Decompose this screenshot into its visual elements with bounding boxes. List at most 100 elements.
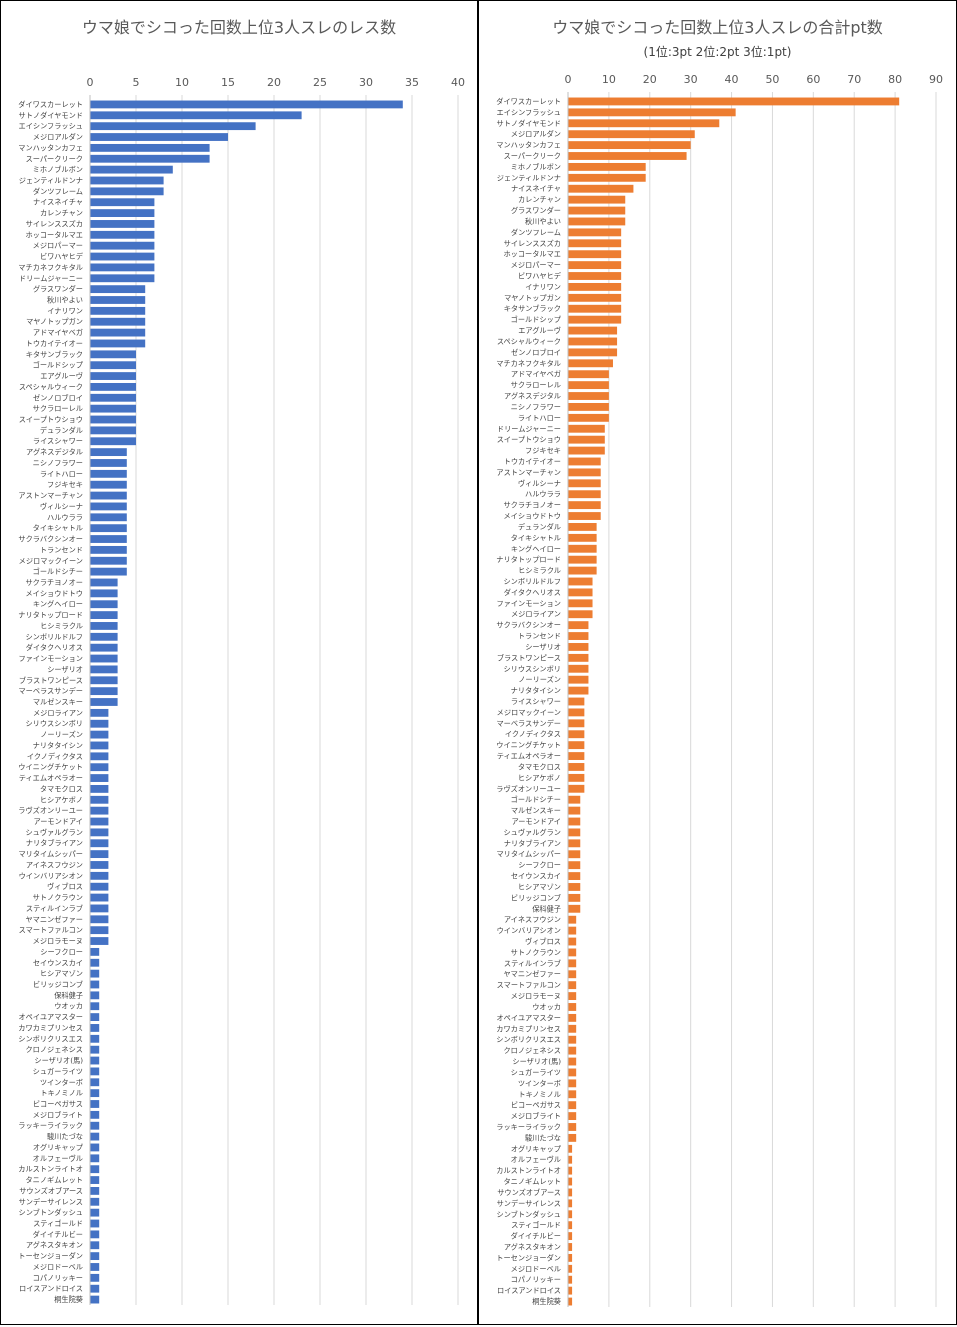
category-label: ラヴズオンリーユー: [18, 806, 83, 815]
bar: [568, 839, 581, 848]
category-label: タイキシャトル: [33, 524, 83, 533]
category-label: ビリッジコンブ: [33, 980, 83, 989]
bar: [90, 383, 136, 391]
left-chart-panel: ウマ娘でシコった回数上位3人スレのレス数 0 5 10 15 20 25 30 35 40 ダイワ…: [0, 0, 478, 1325]
category-label: シーザリオ(馬): [512, 1057, 561, 1066]
bar: [90, 143, 210, 152]
bar: [568, 588, 593, 597]
bar: [568, 282, 622, 291]
bar: [90, 1132, 100, 1141]
x-tick-label: 50: [765, 73, 779, 86]
category-label: ライトハロー: [40, 469, 83, 478]
bar: [568, 970, 577, 979]
category-label: ヴィブロス: [525, 937, 561, 946]
bar: [90, 1100, 100, 1108]
category-label: メジロラモーヌ: [33, 937, 83, 946]
bar: [90, 1002, 100, 1011]
category-label: ヒシアケボノ: [40, 795, 83, 804]
bar: [90, 339, 146, 348]
category-label: シーザリオ(馬): [34, 1056, 83, 1065]
category-label: ゼンノロブロイ: [511, 348, 561, 357]
bar: [568, 1177, 573, 1186]
category-label: ナリタタイシン: [33, 741, 83, 750]
category-label: メジロライアン: [511, 610, 561, 619]
category-label: マンハッタンカフェ: [496, 141, 561, 150]
bar: [568, 850, 581, 859]
category-label: マルゼンスキー: [511, 806, 561, 815]
bar: [568, 1123, 577, 1131]
category-label: ウインバリアシオン: [19, 871, 83, 880]
bar: [568, 195, 626, 204]
bar: [90, 654, 118, 663]
bar: [568, 959, 577, 968]
category-label: ハルウララ: [47, 513, 83, 522]
bar: [90, 1154, 100, 1163]
category-label: メジロパーマー: [33, 241, 83, 250]
bar: [568, 1024, 577, 1033]
bar: [90, 1024, 100, 1032]
bar: [90, 1241, 100, 1250]
bar: [568, 162, 646, 171]
category-label: カワカミプリンセス: [18, 1023, 83, 1032]
category-label: スイープトウショウ: [19, 415, 83, 424]
bar: [568, 981, 577, 990]
category-label: ウオッカ: [54, 1002, 83, 1011]
bar: [90, 350, 136, 359]
bar: [90, 1252, 100, 1261]
bar: [90, 1197, 100, 1206]
category-label: ファインモーション: [496, 599, 561, 608]
category-label: スマートファルコン: [497, 981, 561, 990]
bar: [90, 730, 109, 739]
bar: [90, 741, 109, 750]
bar: [90, 882, 109, 891]
category-label: タマモクロス: [518, 762, 561, 771]
category-label: マリタイムシッパー: [18, 850, 83, 859]
bar: [568, 403, 609, 411]
category-label: アグネスタキオン: [26, 1241, 83, 1250]
bar: [90, 404, 136, 413]
x-tick-label: 40: [725, 73, 739, 86]
bar: [90, 719, 109, 728]
x-tick-label: 30: [359, 76, 373, 89]
category-label: ティエムオペラオー: [19, 774, 83, 783]
bar: [568, 817, 581, 826]
bar: [568, 1144, 573, 1153]
bar: [90, 1176, 100, 1184]
x-tick-label: 70: [847, 73, 861, 86]
bar: [568, 719, 585, 728]
category-label: デュランダル: [518, 522, 561, 531]
bar: [568, 304, 622, 313]
bar: [90, 861, 109, 869]
bar: [568, 784, 585, 793]
category-label: スペシャルウィーク: [497, 337, 561, 346]
category-label: ダイワスカーレット: [496, 97, 561, 106]
category-label: ライトハロー: [518, 413, 561, 422]
bar: [568, 152, 687, 160]
category-label: キングヘイロー: [33, 600, 83, 609]
bar: [568, 675, 589, 684]
bar: [90, 1067, 100, 1076]
category-label: サンデーサイレンス: [19, 1197, 83, 1206]
category-label: メジロパーマー: [511, 261, 561, 270]
bar: [568, 828, 581, 837]
bar: [90, 1121, 100, 1130]
bar: [90, 176, 164, 185]
bar: [90, 708, 109, 717]
category-label: マンハッタンカフェ: [18, 143, 83, 152]
category-label: クロノジェネシス: [25, 1045, 83, 1054]
category-label: トランセンド: [518, 632, 561, 641]
bar: [90, 122, 256, 131]
bar: [568, 424, 605, 433]
bar: [90, 1208, 100, 1217]
bar: [568, 1253, 573, 1262]
bar: [568, 533, 597, 542]
bar: [568, 1090, 577, 1099]
category-label: フジキセキ: [47, 480, 83, 489]
category-label: シリウスシンボリ: [25, 719, 83, 728]
category-label: 保科健子: [532, 904, 561, 913]
bar: [568, 173, 646, 182]
bar: [568, 1057, 577, 1066]
bar: [90, 785, 109, 793]
category-label: ヒシアマゾン: [518, 882, 561, 891]
chart-subtitle: (1位:3pt 2位:2pt 3位:1pt): [643, 45, 792, 59]
